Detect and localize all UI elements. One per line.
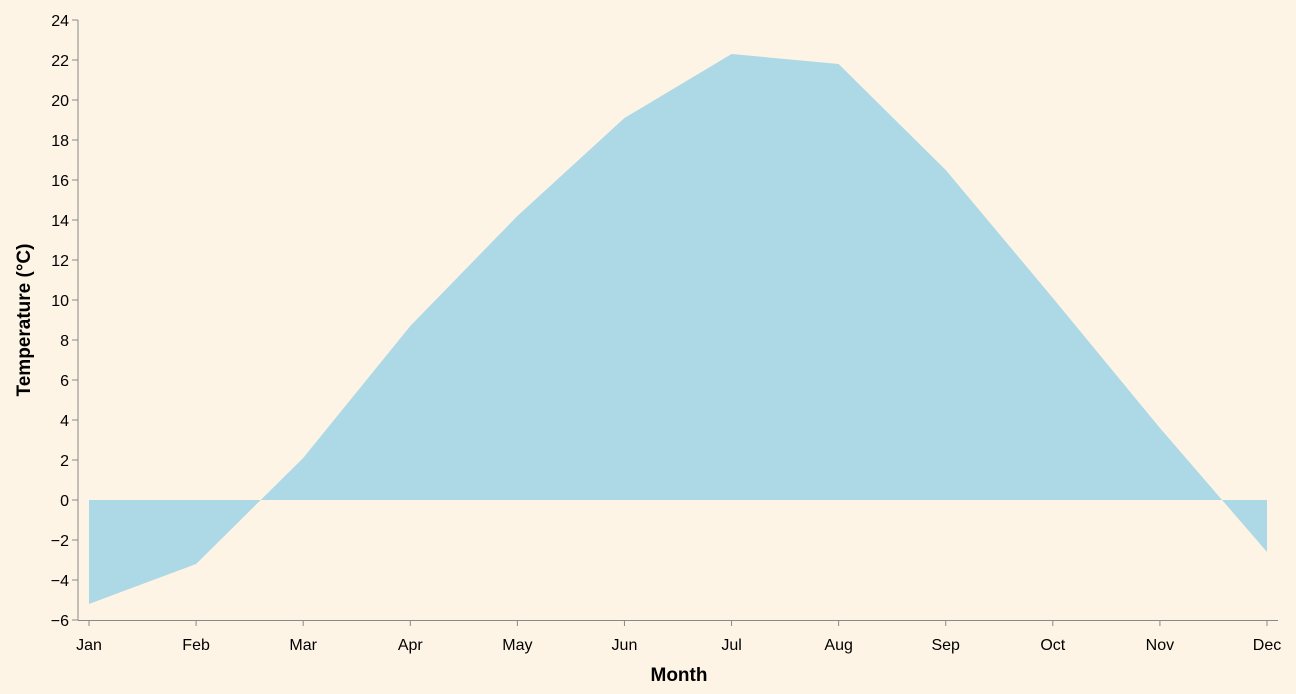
x-tick-label: Jan — [76, 637, 102, 654]
x-tick-label: Apr — [398, 637, 424, 654]
x-tick-label: Jun — [612, 637, 638, 654]
x-tick-label: Nov — [1146, 637, 1174, 654]
y-tick-label: 14 — [51, 213, 69, 230]
y-tick-label: −4 — [51, 573, 69, 590]
y-tick-label: 20 — [51, 93, 69, 110]
y-tick-label: 6 — [60, 373, 69, 390]
x-tick-label: Jul — [721, 637, 741, 654]
y-tick-label: 4 — [60, 413, 69, 430]
y-tick-label: 8 — [60, 333, 69, 350]
y-tick-label: 2 — [60, 453, 69, 470]
y-tick-label: 16 — [51, 173, 69, 190]
x-tick-label: Sep — [931, 637, 960, 654]
y-tick-label: 0 — [60, 493, 69, 510]
x-tick-label: Mar — [289, 637, 317, 654]
y-tick-label: 18 — [51, 133, 69, 150]
y-tick-label: 12 — [51, 253, 69, 270]
x-tick-label: Aug — [824, 637, 852, 654]
x-tick-label: Feb — [182, 637, 210, 654]
y-axis-title: Temperature (°C) — [14, 244, 35, 397]
y-tick-label: 10 — [51, 293, 69, 310]
x-axis-title: Month — [651, 665, 708, 686]
x-tick-label: Oct — [1040, 637, 1065, 654]
x-tick-label: Dec — [1253, 637, 1281, 654]
x-tick-label: May — [502, 637, 532, 654]
y-tick-label: 24 — [51, 13, 69, 30]
area — [89, 54, 1267, 604]
y-tick-label: 22 — [51, 53, 69, 70]
y-tick-label: −6 — [51, 613, 69, 630]
y-tick-label: −2 — [51, 533, 69, 550]
